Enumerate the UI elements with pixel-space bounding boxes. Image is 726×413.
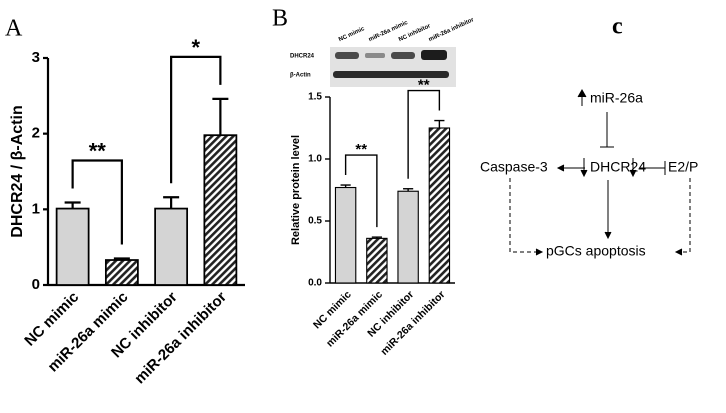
y-tick-label: 2 <box>32 125 40 142</box>
panel-label: A <box>5 16 23 42</box>
significance-bracket <box>71 159 123 245</box>
bar <box>334 186 357 284</box>
x-tick-label: miR-26a mimic <box>324 288 385 349</box>
significance-bracket <box>407 89 441 179</box>
bar <box>366 237 388 284</box>
y-tick-label: 3 <box>32 49 40 66</box>
y-tick-label: 0.5 <box>308 216 322 227</box>
blot-lane-label: miR-26a inhibitor <box>428 17 476 43</box>
node-label: Caspase-3 <box>480 159 548 175</box>
node-label: pGCs apoptosis <box>546 243 646 259</box>
panel-label: c <box>612 14 623 40</box>
y-tick-label: 1.5 <box>308 92 322 103</box>
bar <box>104 259 139 286</box>
diagram-shapes <box>509 88 691 256</box>
bar <box>428 127 451 284</box>
node-label: E2/P <box>668 159 698 175</box>
y-tick-label: 0 <box>32 276 40 293</box>
significance-label: ** <box>89 139 107 164</box>
y-axis-label: DHCR24 / β-Actin <box>9 105 26 237</box>
blot-row-label: DHCR24 <box>290 54 315 60</box>
blot-lane-label: NC mimic <box>338 26 366 43</box>
bar <box>203 134 238 286</box>
blot-image <box>330 47 456 87</box>
node-label: miR-26a <box>590 90 643 106</box>
y-axis-label: Relative protein level <box>290 135 302 245</box>
bar <box>154 207 189 286</box>
panel-label: B <box>272 6 288 32</box>
significance-label: * <box>191 35 200 60</box>
significance-label: ** <box>418 76 430 93</box>
bar <box>55 207 90 286</box>
significance-bracket <box>344 154 378 228</box>
y-tick-label: 0.0 <box>308 278 322 289</box>
bar <box>397 190 419 284</box>
blot-row-label: β-Actin <box>290 73 311 79</box>
y-tick-label: 1.0 <box>308 154 322 165</box>
y-tick-label: 1 <box>32 200 40 217</box>
significance-label: ** <box>355 141 367 158</box>
x-tick-label: miR-26a inhibitor <box>131 289 230 388</box>
significance-bracket <box>170 55 222 184</box>
node-label: DHCR24 <box>590 159 646 175</box>
